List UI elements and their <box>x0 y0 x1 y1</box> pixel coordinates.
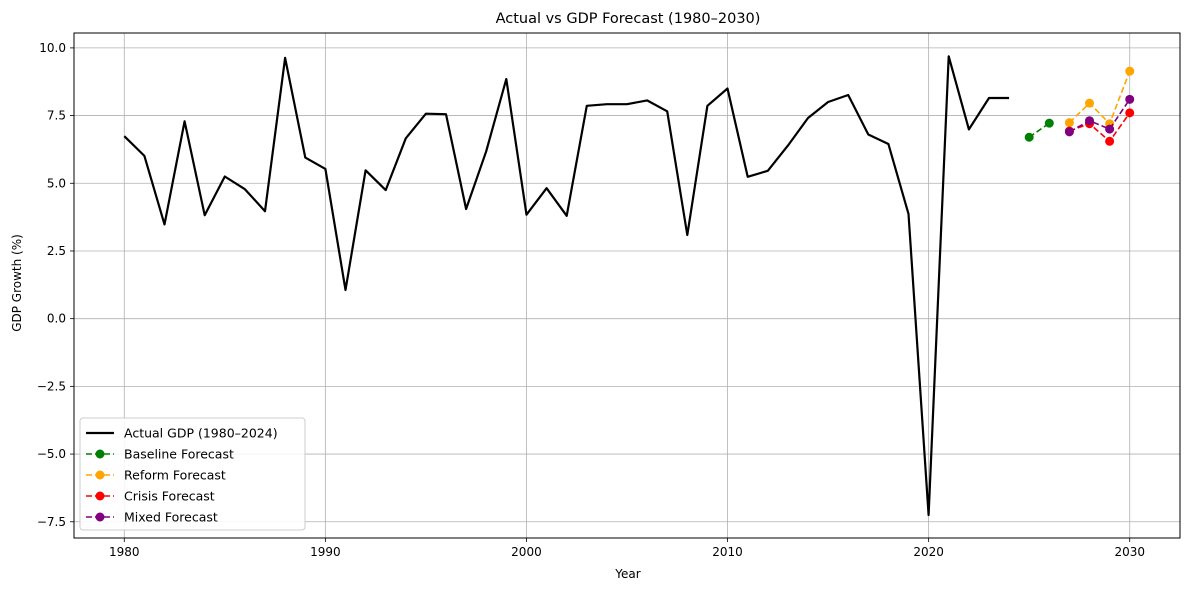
legend-entry-label: Actual GDP (1980–2024) <box>124 426 278 441</box>
series-layer <box>123 55 1135 517</box>
axis-ticks: 1980 1990 2000 2010 2020 2030 −7.5 −5.0 −2.5 0.0 2… <box>37 41 1145 559</box>
legend-entry-label: Crisis Forecast <box>124 489 215 504</box>
plot-frame <box>73 32 1181 539</box>
x-tick-label: 2020 <box>913 545 944 559</box>
x-tick-label: 1980 <box>109 545 140 559</box>
chart-title: Actual vs GDP Forecast (1980–2030) <box>496 11 761 27</box>
data-point-mixed-forecast <box>1105 124 1115 134</box>
legend-marker <box>95 491 105 501</box>
y-tick-label: 7.5 <box>47 109 66 123</box>
legend-entry-label: Reform Forecast <box>124 468 226 483</box>
y-tick-label: −7.5 <box>37 515 66 529</box>
data-point-mixed-forecast <box>1125 94 1135 104</box>
y-tick-label: 2.5 <box>47 244 66 258</box>
x-axis-label: Year <box>614 567 640 581</box>
data-point-baseline-forecast <box>1024 132 1034 142</box>
x-tick-label: 1990 <box>310 545 341 559</box>
series-line-actual-gdp-1980-2024 <box>123 55 1010 517</box>
legend-marker <box>95 512 105 522</box>
x-tick-label: 2000 <box>511 545 542 559</box>
y-axis-label: GDP Growth (%) <box>10 234 24 332</box>
series-line-reform-forecast <box>1068 70 1131 125</box>
x-tick-label: 2010 <box>712 545 743 559</box>
data-point-mixed-forecast <box>1064 127 1074 137</box>
y-tick-label: −5.0 <box>37 447 66 461</box>
data-point-crisis-forecast <box>1125 108 1135 118</box>
series-line-mixed-forecast <box>1069 98 1131 133</box>
legend-marker <box>95 449 105 459</box>
series-line-crisis-forecast <box>1069 112 1131 143</box>
legend-box <box>79 417 306 531</box>
data-point-reform-forecast <box>1125 66 1135 76</box>
y-tick-label: 5.0 <box>47 176 66 190</box>
data-point-crisis-forecast <box>1105 136 1115 146</box>
data-point-reform-forecast <box>1085 98 1095 108</box>
y-tick-label: 10.0 <box>39 41 66 55</box>
x-tick-label: 2030 <box>1114 545 1145 559</box>
data-point-baseline-forecast <box>1044 118 1054 128</box>
y-tick-label: 0.0 <box>47 312 66 326</box>
y-tick-label: −2.5 <box>37 379 66 393</box>
data-point-mixed-forecast <box>1085 116 1095 126</box>
legend: Actual GDP (1980–2024) Baseline Forecast R… <box>79 417 306 531</box>
legend-entry-label: Baseline Forecast <box>124 447 234 462</box>
legend-marker <box>95 470 105 480</box>
legend-entry-label: Mixed Forecast <box>124 510 218 525</box>
data-point-reform-forecast <box>1064 118 1074 128</box>
